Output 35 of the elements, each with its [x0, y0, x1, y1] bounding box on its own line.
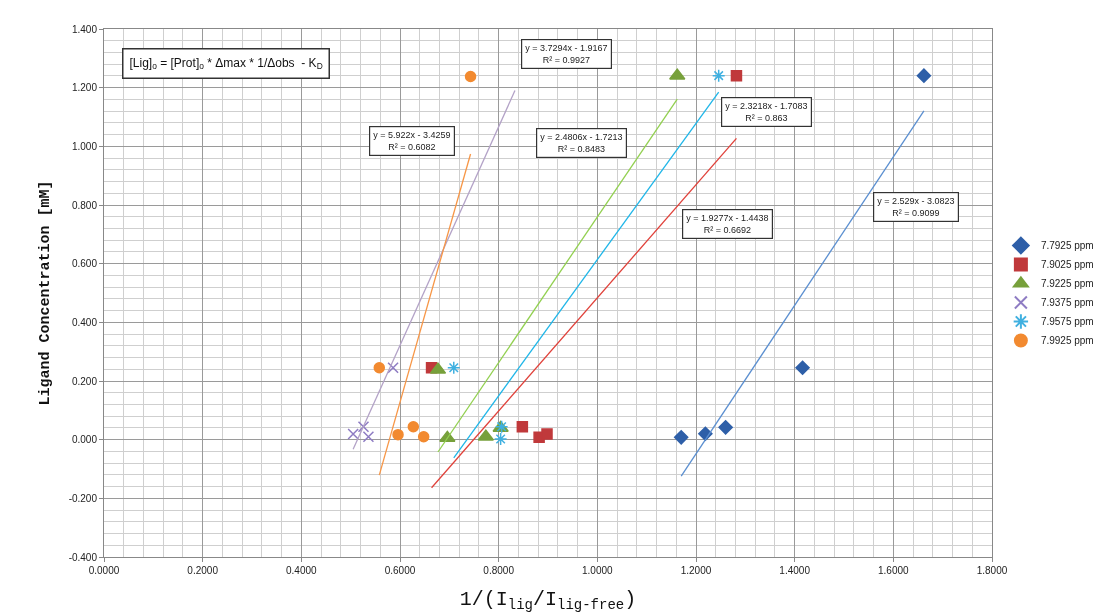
y-tick-label: 1.400: [71, 23, 98, 35]
legend-label: 7.9225 ppm: [1040, 278, 1094, 290]
y-tick-label: -0.400: [68, 551, 98, 563]
legend-label: 7.9575 ppm: [1040, 316, 1094, 328]
legend-label: 7.9375 ppm: [1040, 297, 1094, 309]
annotation: y = 1.9277x - 1.4438 R² = 0.6692: [686, 213, 769, 235]
annotation: y = 3.7294x - 1.9167 R² = 0.9927: [525, 43, 608, 65]
x-tick-label: 0.4000: [286, 565, 318, 576]
legend-label: 7.9025 ppm: [1040, 259, 1094, 271]
x-tick-label: 0.0000: [88, 565, 120, 576]
y-tick-label: 0.000: [71, 434, 98, 446]
y-axis-title: Ligand Concentration [mM]: [36, 180, 54, 406]
x-tick-label: 1.8000: [976, 565, 1008, 576]
y-tick-label: -0.200: [68, 492, 98, 504]
y-tick-label: 1.000: [71, 140, 98, 152]
annotation: [Lig]$_{o}$ = [Prot]$_{o}$ * Δmax * 1/Δobs - K$_{D}$: [129, 55, 323, 72]
y-tick-label: 1.200: [71, 82, 98, 94]
annotation: y = 2.3218x - 1.7083 R² = 0.863: [725, 101, 808, 123]
y-tick-label: 0.200: [71, 375, 98, 387]
x-tick-label: 0.8000: [483, 565, 515, 576]
y-tick-label: 0.800: [71, 199, 98, 211]
legend-label: 7.9925 ppm: [1040, 335, 1094, 347]
x-tick-label: 1.4000: [779, 565, 811, 576]
annotation: y = 2.4806x - 1.7213 R² = 0.8483: [540, 132, 623, 154]
legend-label: 7.7925 ppm: [1040, 240, 1094, 252]
x-tick-label: 1.0000: [582, 565, 614, 576]
y-tick-label: 0.400: [71, 316, 98, 328]
x-tick-label: 0.6000: [384, 565, 416, 576]
x-axis-title: 1/(I$_{lig}$/I$_{lig-free}$): [459, 587, 637, 613]
y-tick-label: 0.600: [71, 258, 98, 270]
x-tick-label: 0.2000: [187, 565, 219, 576]
x-tick-label: 1.6000: [878, 565, 910, 576]
annotation: y = 2.529x - 3.0823 R² = 0.9099: [877, 196, 955, 218]
x-tick-label: 1.2000: [680, 565, 712, 576]
annotation: y = 5.922x - 3.4259 R² = 0.6082: [373, 130, 451, 152]
